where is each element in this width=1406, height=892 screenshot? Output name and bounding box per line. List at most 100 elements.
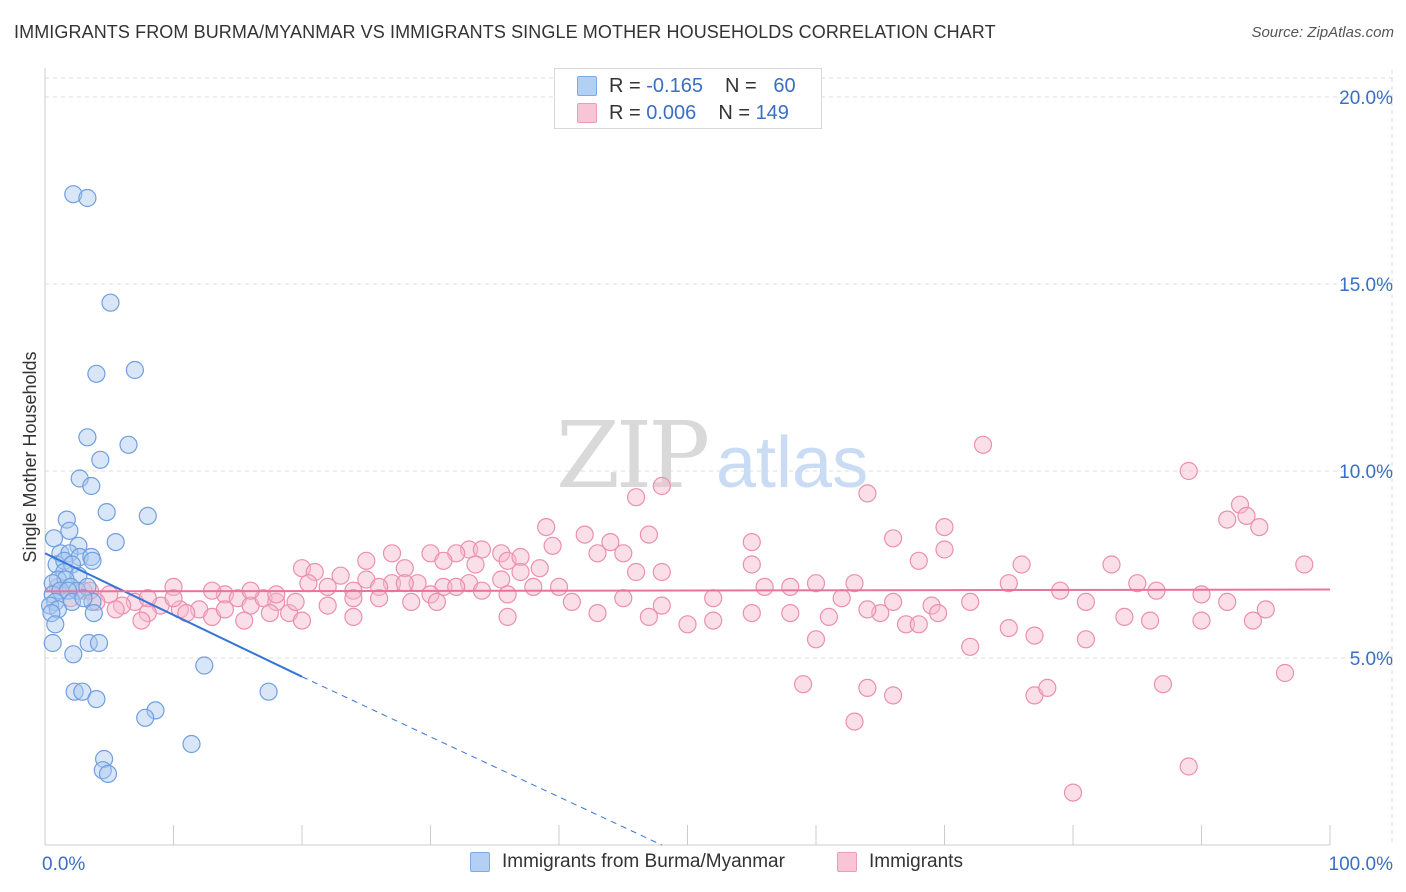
immigrants-point-6 — [1218, 510, 1237, 529]
series-burma-points — [40, 185, 278, 784]
legend-n-value-immigrants: 149 — [755, 101, 789, 124]
immigrants-point-28 — [466, 555, 485, 574]
burma-point-15 — [44, 529, 64, 548]
tick-labels: 5.0% 10.0% 15.0% 20.0% 0.0% 100.0% — [42, 88, 1393, 875]
immigrants-point-126 — [819, 607, 839, 627]
immigrants-point-25 — [357, 551, 376, 570]
immigrants-point-20 — [472, 540, 491, 559]
burma-point-5 — [119, 435, 138, 454]
trend-line-burma — [44, 552, 303, 678]
chart-title: IMMIGRANTS FROM BURMA/MYANMAR VS IMMIGRA… — [14, 22, 996, 42]
immigrants-point-145 — [1038, 678, 1057, 698]
legend-r-value-burma: -0.165 — [646, 74, 703, 97]
burma-point-51 — [73, 682, 92, 701]
immigrants-point-104 — [286, 592, 305, 612]
immigrants-point-24 — [614, 544, 633, 563]
immigrants-point-62 — [524, 577, 543, 597]
immigrants-point-120 — [498, 607, 517, 627]
immigrants-point-148 — [1063, 783, 1083, 802]
bottom-legend-immigrants: Immigrants — [837, 851, 963, 873]
immigrants-point-72 — [961, 592, 980, 612]
immigrants-point-11 — [601, 532, 620, 552]
bottom-legend-label-immigrants: Immigrants — [869, 851, 963, 872]
burma-point-0 — [64, 185, 83, 204]
immigrants-point-44 — [331, 566, 350, 585]
bottom-legend-label-burma: Immigrants from Burma/Myanmar — [502, 851, 785, 872]
immigrants-point-65 — [652, 596, 671, 615]
immigrants-point-128 — [896, 615, 916, 634]
burma-point-9 — [82, 476, 101, 496]
burma-point-49 — [259, 682, 278, 701]
legend-row-burma: R = -0.165 N = 60 — [577, 74, 796, 98]
immigrants-point-119 — [344, 607, 363, 627]
immigrants-point-1 — [1179, 461, 1198, 481]
bottom-legend-burma: Immigrants from Burma/Myanmar — [470, 851, 785, 873]
immigrants-point-134 — [1076, 630, 1096, 649]
legend-n-value-burma: 60 — [773, 74, 796, 97]
immigrants-point-68 — [781, 577, 800, 597]
immigrants-point-51 — [511, 562, 530, 582]
burma-point-54 — [136, 708, 155, 727]
correlation-legend: R = -0.165 N = 60 R = 0.006 N = 149 — [554, 68, 822, 129]
immigrants-point-57 — [395, 574, 414, 593]
burma-point-3 — [125, 360, 144, 380]
burma-point-14 — [106, 532, 125, 552]
legend-n-label: N = — [724, 74, 757, 97]
burma-point-52 — [87, 689, 106, 709]
immigrants-point-10 — [575, 525, 594, 544]
burma-point-1 — [78, 188, 97, 208]
watermark: ZIP atlas — [556, 402, 868, 509]
immigrants-point-147 — [1179, 757, 1198, 776]
burma-point-6 — [78, 428, 97, 447]
immigrants-point-135 — [1140, 611, 1160, 630]
immigrants-point-7 — [1237, 506, 1256, 526]
legend-r-label: R = — [609, 74, 641, 97]
immigrants-point-124 — [742, 603, 761, 623]
immigrants-point-98 — [235, 611, 254, 630]
immigrants-point-30 — [511, 547, 530, 567]
watermark-atlas: atlas — [716, 423, 868, 503]
burma-point-44 — [43, 633, 62, 653]
immigrants-point-54 — [318, 577, 337, 597]
immigrants-point-26 — [395, 559, 414, 578]
burma-point-7 — [91, 450, 110, 469]
legend-swatch-blue — [577, 76, 597, 96]
immigrants-point-121 — [588, 603, 607, 623]
immigrants-point-33 — [652, 562, 671, 582]
immigrants-point-91 — [267, 592, 286, 612]
burma-point-10 — [97, 502, 116, 522]
immigrants-point-13 — [742, 532, 761, 552]
y-tick-label-20: 20.0% — [1339, 88, 1393, 109]
immigrants-point-136 — [1192, 611, 1211, 630]
burma-point-43 — [46, 615, 65, 634]
immigrants-point-73 — [999, 574, 1018, 593]
immigrants-point-105 — [318, 596, 337, 615]
immigrants-point-108 — [402, 592, 421, 612]
x-tick-label-0: 0.0% — [42, 854, 85, 875]
burma-point-48 — [195, 656, 214, 675]
immigrants-point-36 — [845, 574, 864, 593]
immigrants-point-149 — [1275, 663, 1295, 683]
burma-point-47 — [64, 645, 83, 664]
immigrants-point-138 — [961, 637, 980, 656]
burma-point-37 — [62, 592, 82, 612]
immigrants-point-12 — [639, 525, 659, 544]
legend-r-label: R = — [609, 101, 641, 124]
immigrants-point-75 — [1076, 592, 1096, 612]
immigrants-point-129 — [909, 615, 928, 634]
immigrants-point-79 — [1218, 592, 1237, 612]
immigrants-point-15 — [935, 517, 954, 537]
immigrants-point-64 — [614, 589, 633, 608]
trend-line-burma-extension — [301, 676, 663, 846]
source-credit: Source: ZipAtlas.com — [1251, 24, 1394, 41]
immigrants-point-22 — [382, 544, 402, 563]
immigrants-point-3 — [626, 488, 646, 507]
immigrants-point-32 — [626, 562, 646, 582]
immigrants-point-99 — [260, 603, 279, 623]
y-axis-label: Single Mother Households — [20, 351, 40, 562]
y-tick-label-10: 10.0% — [1339, 462, 1393, 483]
immigrants-point-122 — [639, 607, 659, 627]
burma-point-59 — [74, 589, 93, 608]
immigrants-point-150 — [1115, 607, 1134, 627]
immigrants-point-14 — [883, 529, 903, 548]
